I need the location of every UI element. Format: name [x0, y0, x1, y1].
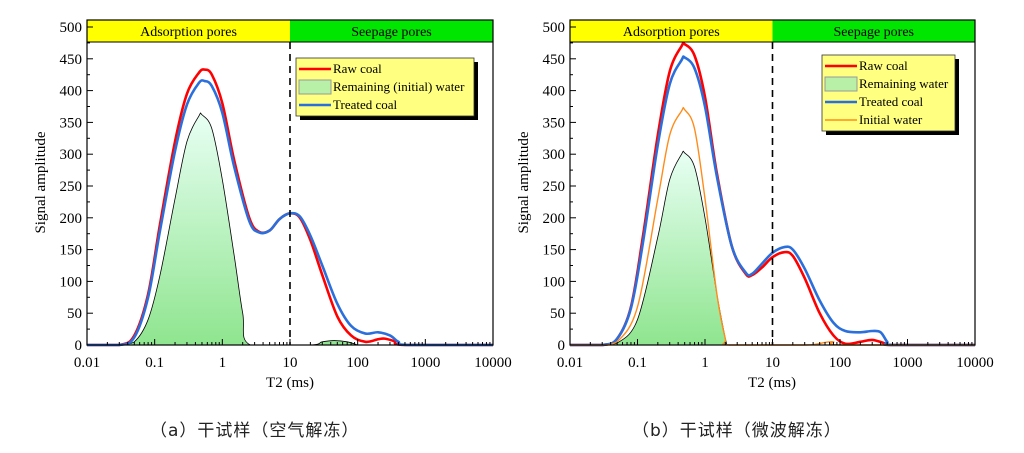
y-tick-label: 250: [60, 179, 83, 195]
y-tick-label: 150: [543, 243, 566, 259]
y-tick-label: 200: [543, 211, 566, 227]
series-initial-water: [569, 106, 975, 346]
y-tick-label: 250: [543, 179, 566, 195]
legend-label: Treated coal: [333, 97, 398, 112]
x-tick-label: 10: [283, 355, 298, 371]
legend-swatch: [824, 76, 858, 92]
y-tick-label: 0: [558, 338, 566, 354]
y-tick-label: 350: [60, 115, 83, 131]
y-tick-label: 200: [60, 211, 83, 227]
series-remaining-water: [602, 150, 728, 346]
y-tick-label: 0: [75, 338, 83, 354]
y-axis-label: Signal amplitude: [516, 131, 532, 233]
legend-swatch: [298, 79, 332, 95]
region-label: Seepage pores: [834, 25, 914, 40]
y-tick-label: 300: [60, 147, 83, 163]
seepage-band: [772, 20, 975, 42]
x-tick-label: 0.1: [145, 355, 164, 371]
y-tick-label: 450: [543, 52, 566, 68]
y-tick-label: 50: [67, 306, 82, 322]
series-treated-coal: [569, 55, 975, 347]
caption-a: （a）干试样（空气解冻）: [150, 421, 360, 441]
legend: Raw coal Remaining (initial) water Treated…: [295, 57, 475, 117]
legend-box: [821, 54, 956, 132]
x-tick-label: 10: [765, 355, 780, 371]
y-tick-label: 450: [60, 52, 83, 68]
x-tick-label: 1: [219, 355, 227, 371]
chart-panel-b: Adsorption pores Seepage pores 0 50 100 150 20…: [516, 19, 994, 371]
x-axis-label-a: T2 (ms): [266, 375, 314, 391]
seepage-band: [290, 20, 493, 42]
chart-panel-a: Adsorption pores Seepage pores 0 50 100 150 20…: [33, 19, 512, 371]
region-label: Seepage pores: [351, 25, 431, 40]
x-tick-label: 1: [701, 355, 709, 371]
x-tick-label: 0.1: [628, 355, 647, 371]
legend-label: Treated coal: [859, 94, 924, 109]
y-tick-label: 50: [550, 306, 565, 322]
legend-label: Raw coal: [333, 61, 382, 76]
y-tick-label: 350: [543, 115, 566, 131]
adsorption-band: [87, 20, 290, 42]
region-label: Adsorption pores: [623, 25, 720, 40]
legend: Raw coal Remaining water Treated coal Initi…: [821, 54, 956, 132]
y-tick-label: 150: [60, 243, 83, 259]
y-tick-label: 300: [543, 147, 566, 163]
region-label: Adsorption pores: [140, 25, 237, 40]
x-tick-label: 10000: [474, 355, 512, 371]
y-tick-label: 100: [543, 274, 566, 290]
legend-label: Remaining water: [859, 76, 949, 91]
y-tick-label: 100: [60, 274, 83, 290]
x-tick-label: 1000: [410, 355, 440, 371]
y-tick-label: 400: [60, 84, 83, 100]
x-axis-label-b: T2 (ms): [748, 375, 796, 391]
x-tick-label: 0.01: [557, 355, 583, 371]
y-tick-label: 400: [543, 84, 566, 100]
x-tick-label: 100: [346, 355, 369, 371]
y-tick-label: 500: [60, 20, 83, 36]
caption-b: （b）干试样（微波解冻）: [632, 421, 842, 441]
adsorption-band: [570, 20, 773, 42]
y-axis-label: Signal amplitude: [33, 131, 49, 233]
x-tick-label: 100: [829, 355, 852, 371]
legend-label: Initial water: [859, 112, 923, 127]
legend-label: Remaining (initial) water: [333, 79, 465, 94]
x-tick-label: 10000: [956, 355, 994, 371]
series-treated-coal: [86, 79, 493, 347]
x-tick-label: 0.01: [74, 355, 100, 371]
legend-label: Raw coal: [859, 58, 908, 73]
series-remaining-water: [119, 112, 358, 346]
x-tick-label: 1000: [893, 355, 923, 371]
y-tick-label: 500: [543, 20, 566, 36]
